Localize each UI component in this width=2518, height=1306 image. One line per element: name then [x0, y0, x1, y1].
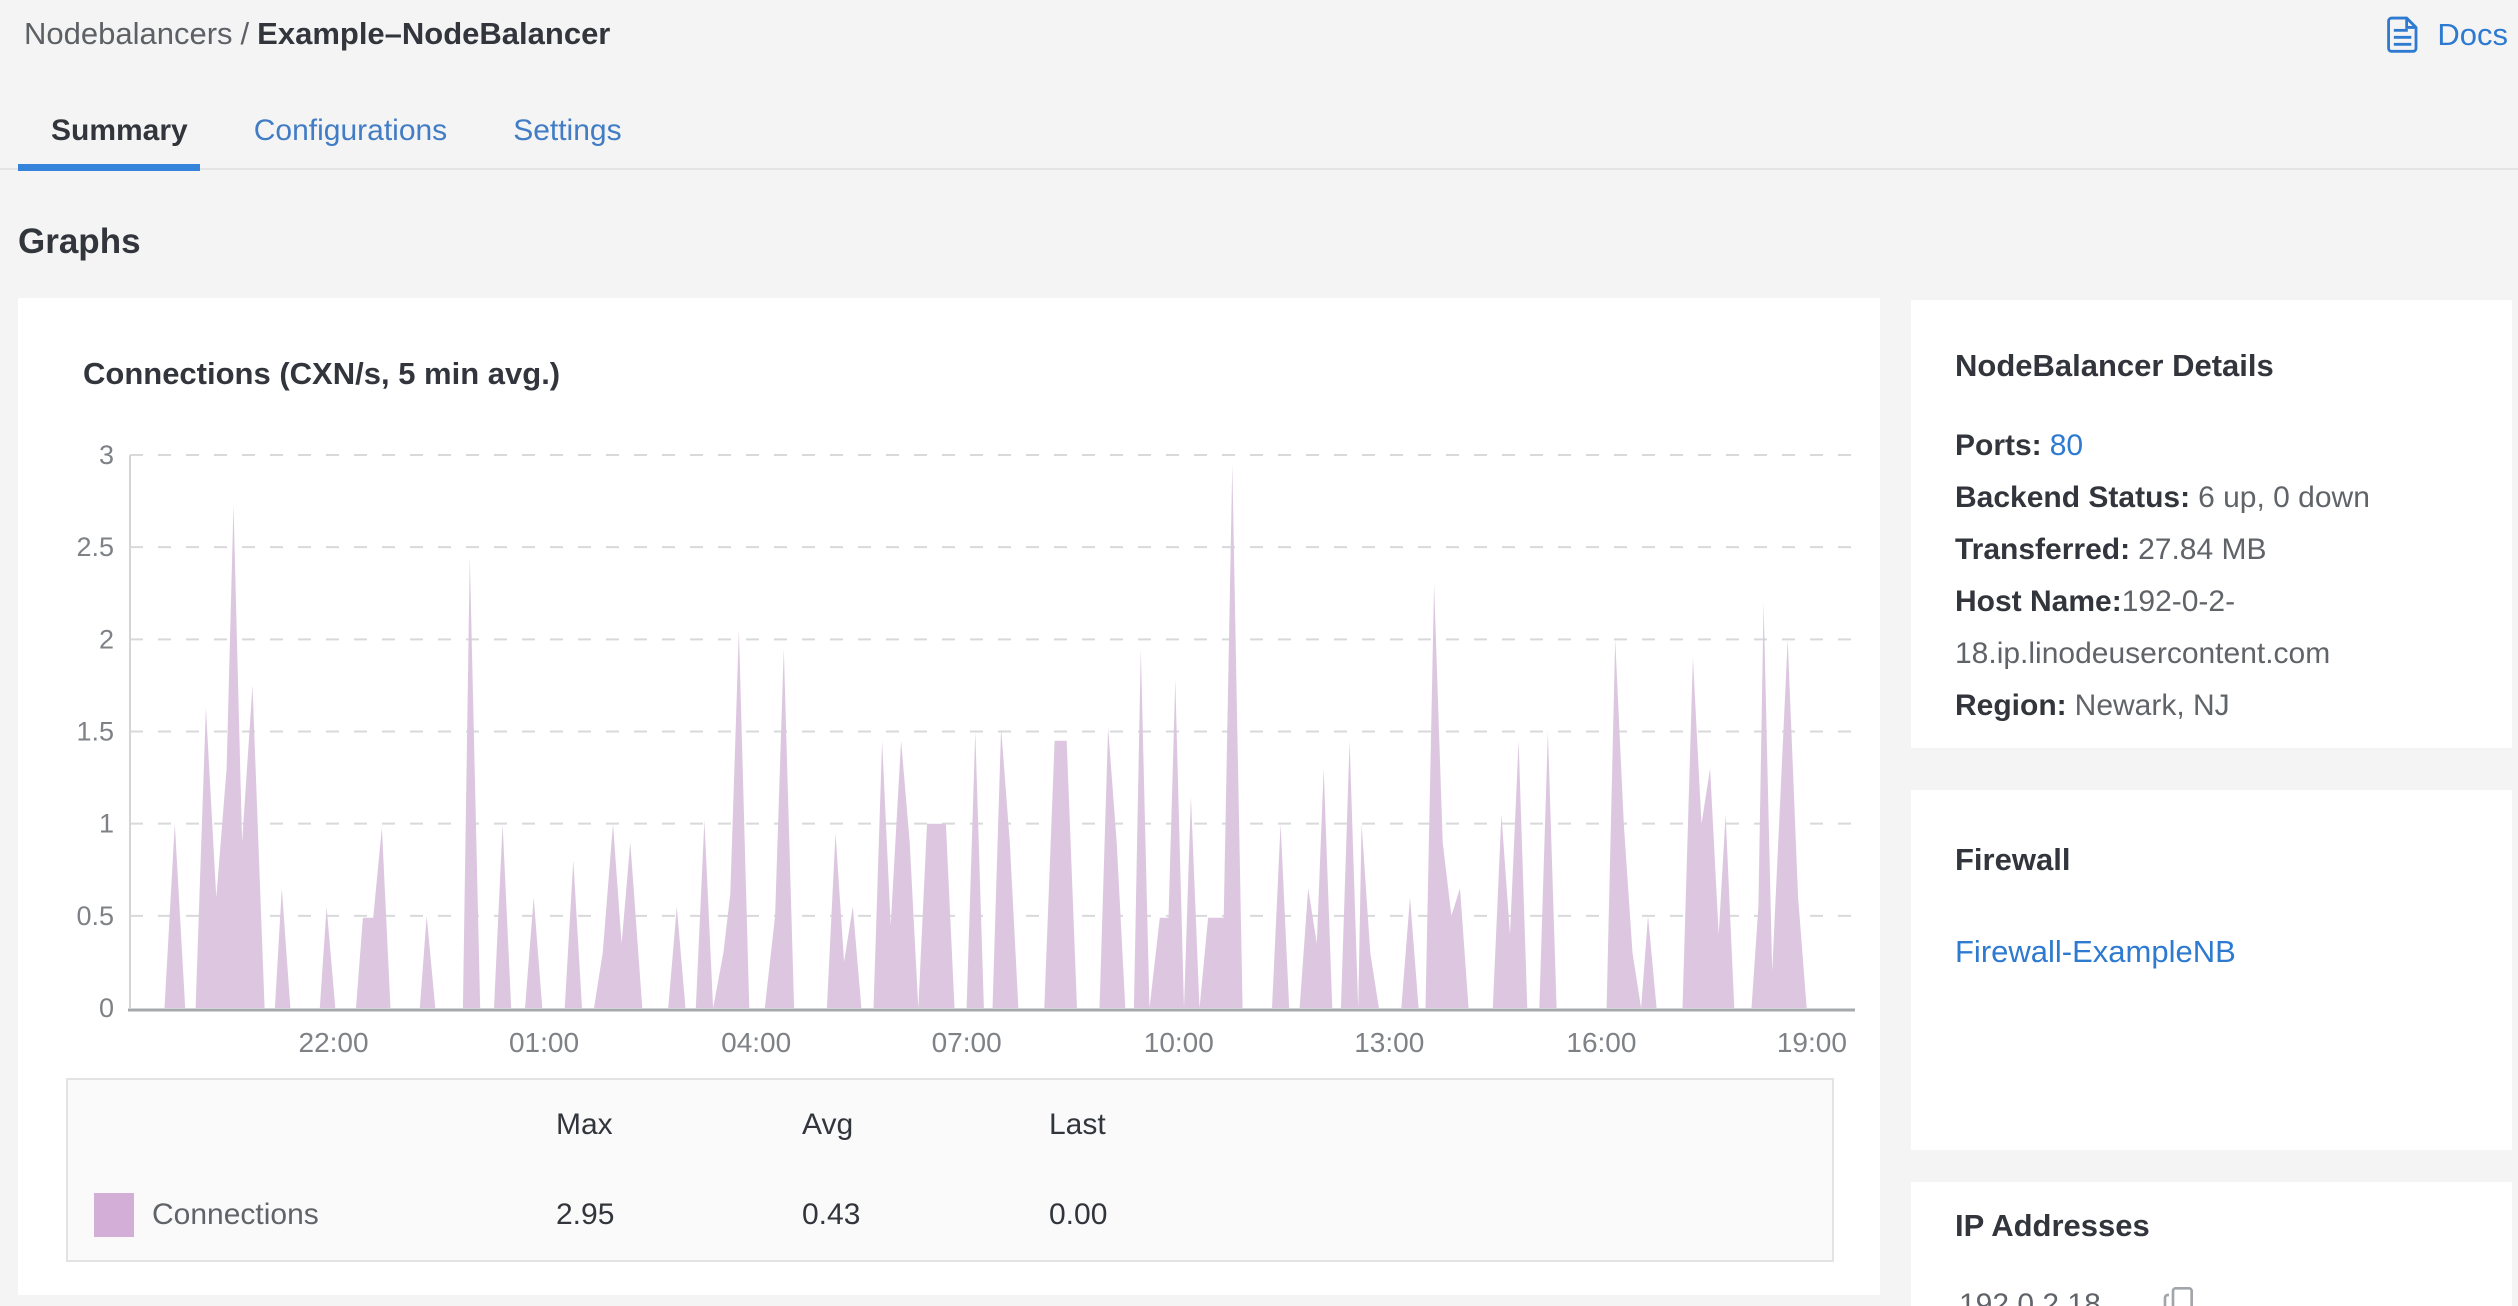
svg-text:1: 1 — [99, 809, 114, 839]
svg-text:22:00: 22:00 — [299, 1027, 369, 1058]
firewall-card-title: Firewall — [1955, 842, 2071, 877]
breadcrumb-separator: / — [240, 16, 250, 51]
copy-ip-button[interactable] — [2163, 1286, 2195, 1306]
tab-configurations[interactable]: Configurations — [253, 114, 448, 147]
detail-row-transferred: Transferred: 27.84 MB — [1955, 524, 2468, 576]
legend-avg-value: 0.43 — [802, 1198, 861, 1231]
ip-address-row: 192.0.2.18 — [1911, 1244, 2512, 1306]
svg-text:07:00: 07:00 — [932, 1027, 1002, 1058]
connections-graph-card: Connections (CXN/s, 5 min avg.) 0 0.5 1 1.5… — [18, 298, 1880, 1295]
connections-chart: 0 0.5 1 1.5 2 2.5 3 22:00 01:00 04:00 07:00 10:00 13… — [76, 440, 1855, 1058]
tab-settings[interactable]: Settings — [513, 114, 622, 147]
legend-data-row: Connections 2.95 0.43 0.00 — [68, 1170, 1832, 1260]
transferred-label: Transferred: — [1955, 533, 2131, 566]
legend-max-value: 2.95 — [556, 1198, 615, 1231]
detail-row-host-name: Host Name:192-0-2-18.ip.linodeuserconten… — [1955, 576, 2468, 680]
docs-label: Docs — [2437, 17, 2508, 52]
legend-last-value: 0.00 — [1049, 1198, 1108, 1231]
svg-text:0.5: 0.5 — [76, 901, 114, 931]
region-label: Region: — [1955, 689, 2067, 722]
ip-card-title: IP Addresses — [1955, 1208, 2150, 1243]
svg-text:0: 0 — [99, 993, 114, 1023]
nodebalancer-details-card: NodeBalancer Details Ports: 80 Backend St… — [1911, 300, 2512, 748]
tab-summary[interactable]: Summary — [51, 114, 188, 147]
ip-address-value: 192.0.2.18 — [1959, 1288, 2101, 1306]
svg-text:2.5: 2.5 — [76, 532, 114, 562]
legend-series-label: Connections — [152, 1198, 319, 1231]
svg-text:19:00: 19:00 — [1777, 1027, 1847, 1058]
backend-status-label: Backend Status: — [1955, 481, 2191, 514]
host-name-value: 192-0-2-18.ip.linodeusercontent.com — [1955, 585, 2331, 670]
active-tab-underline — [18, 164, 200, 171]
tab-bar: Summary Configurations Settings — [18, 106, 655, 164]
detail-row-backend-status: Backend Status: 6 up, 0 down — [1955, 472, 2468, 524]
page-title: Graphs — [18, 222, 141, 261]
chart-legend-table: Max Avg Last Connections 2.95 0.43 0.00 — [66, 1078, 1834, 1262]
svg-text:16:00: 16:00 — [1566, 1027, 1636, 1058]
breadcrumb-current-nodebalancer: Example–NodeBalancer — [257, 16, 611, 51]
svg-text:01:00: 01:00 — [509, 1027, 579, 1058]
docs-icon — [2381, 14, 2423, 56]
firewall-example-link[interactable]: Firewall-ExampleNB — [1955, 934, 2236, 969]
legend-header-last: Last — [1049, 1108, 1106, 1141]
svg-text:1.5: 1.5 — [76, 717, 114, 747]
ports-label: Ports: — [1955, 429, 2042, 462]
svg-text:13:00: 13:00 — [1354, 1027, 1424, 1058]
legend-header-row: Max Avg Last — [68, 1080, 1832, 1170]
details-card-title: NodeBalancer Details — [1955, 348, 2274, 383]
chart-title: Connections (CXN/s, 5 min avg.) — [83, 356, 561, 391]
copy-icon — [2163, 1287, 2193, 1306]
svg-text:10:00: 10:00 — [1144, 1027, 1214, 1058]
transferred-value: 27.84 MB — [2138, 533, 2267, 566]
port-80-link[interactable]: 80 — [2049, 429, 2084, 462]
svg-text:3: 3 — [99, 440, 114, 470]
connections-series-swatch — [94, 1193, 134, 1237]
breadcrumb: Nodebalancers / Example–NodeBalancer — [24, 16, 610, 52]
region-value: Newark, NJ — [2074, 689, 2230, 722]
detail-row-ports: Ports: 80 — [1955, 420, 2468, 472]
docs-link[interactable]: Docs — [2381, 14, 2508, 56]
legend-header-avg: Avg — [802, 1108, 854, 1141]
detail-row-region: Region: Newark, NJ — [1955, 680, 2468, 732]
tab-bar-divider — [0, 168, 2518, 170]
ip-addresses-card: IP Addresses 192.0.2.18 — [1911, 1182, 2512, 1306]
legend-header-max: Max — [556, 1108, 613, 1141]
svg-text:04:00: 04:00 — [721, 1027, 791, 1058]
backend-status-value: 6 up, 0 down — [2198, 481, 2370, 514]
host-name-label: Host Name: — [1955, 585, 2122, 618]
svg-text:2: 2 — [99, 624, 114, 654]
breadcrumb-nodebalancers-link[interactable]: Nodebalancers — [24, 16, 233, 51]
firewall-card: Firewall Firewall-ExampleNB — [1911, 790, 2512, 1150]
